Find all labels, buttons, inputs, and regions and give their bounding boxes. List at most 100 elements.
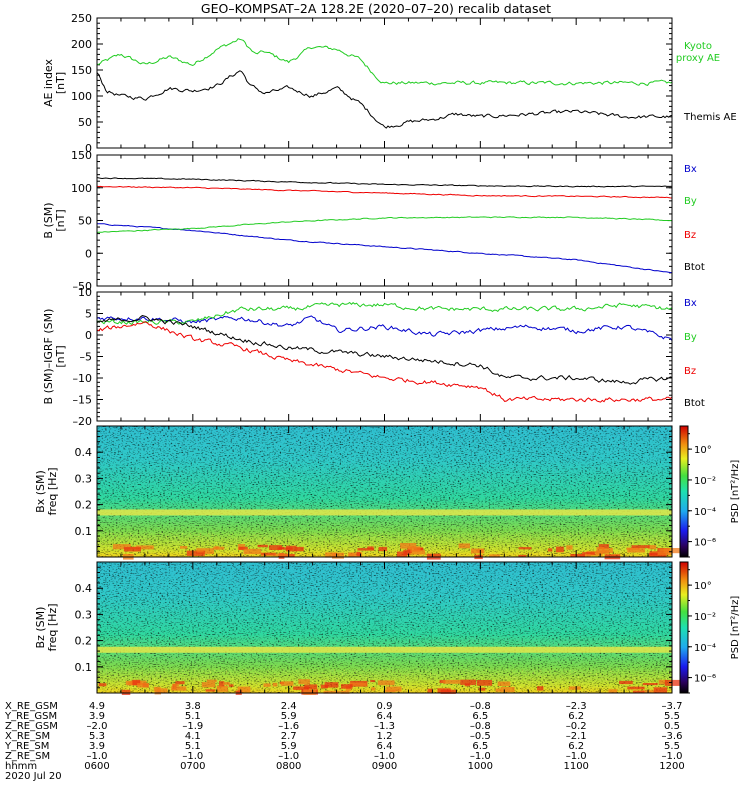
series-line: [96, 216, 673, 234]
legend-entry: Bz: [684, 230, 696, 241]
x-row-value: –2.3: [566, 701, 587, 712]
y-tick-label: 10: [78, 286, 92, 299]
x-row-value: 5.9: [281, 711, 297, 722]
x-row-value: –2.1: [566, 731, 587, 742]
spectrogram-power-cell: [409, 550, 425, 555]
y-tick-label: 0.1: [75, 525, 93, 538]
y-tick-label: 0.1: [75, 661, 93, 674]
colorbar-label: PSD [nT²/Hz]: [730, 596, 741, 660]
spectrogram-power-cell: [378, 546, 388, 552]
y-axis-label: Bz (SM): [34, 607, 47, 649]
legend-entry: Btot: [684, 398, 705, 409]
series-line: [96, 315, 673, 341]
x-row-value: –1.6: [278, 721, 299, 732]
y-tick-label: 0.3: [75, 608, 93, 621]
spectrogram-power-cell: [642, 683, 658, 686]
colorbar-label: PSD [nT²/Hz]: [730, 460, 741, 524]
spectrogram-power-cell: [135, 545, 154, 550]
x-row-label: hhmm: [5, 761, 37, 772]
spectrogram-power-cell: [518, 547, 532, 550]
panel-dB: –20 –15 –10 –5 0 5 10 B (SM)–IGRF (SM) [nT] Bx By B…: [42, 286, 705, 428]
spectrogram-power-cell: [295, 546, 304, 552]
x-row-value: –1.0: [662, 751, 683, 762]
spectrogram-power-cell: [303, 689, 316, 695]
spectral-line: [97, 646, 672, 653]
series-line: [96, 185, 673, 199]
x-row-value: –1.0: [374, 751, 395, 762]
spectrogram-power-cell: [500, 686, 515, 693]
spectrogram-power-cell: [196, 548, 214, 554]
x-row-label: Y_RE_SM: [4, 741, 49, 752]
x-row-value: 6.2: [568, 711, 584, 722]
spectrogram-power-cell: [186, 550, 205, 556]
legend-entry: Btot: [684, 262, 705, 273]
y-tick-label: –10: [73, 372, 93, 385]
x-row-value: 6.5: [472, 741, 488, 752]
x-row-value: 5.5: [664, 711, 680, 722]
y-tick-label: –5: [80, 351, 93, 364]
spectrogram-power-cell: [228, 684, 234, 687]
spectrogram-power-cell: [280, 681, 294, 686]
colorbar-tick-label: 10⁻⁴: [694, 507, 716, 518]
x-row-label: X_RE_SM: [5, 731, 50, 742]
spectrogram-power-cell: [139, 680, 147, 685]
spectrogram-power-cell: [201, 682, 216, 688]
spectrogram-power-cell: [243, 548, 262, 555]
x-row-label: Y_RE_GSM: [4, 711, 57, 722]
x-row-value: 0700: [180, 761, 205, 772]
spectrogram-power-cell: [112, 544, 131, 550]
spectrogram-power-cell: [384, 689, 396, 693]
spectrogram-power-cell: [156, 688, 168, 693]
x-row-value: –1.3: [374, 721, 395, 732]
x-row-value: –1.9: [182, 721, 203, 732]
spectrogram-power-cell: [206, 679, 217, 683]
x-row-label: Z_RE_GSM: [5, 721, 58, 732]
spectrogram-power-cell: [427, 688, 433, 693]
spectrogram-power-cell: [205, 689, 216, 692]
series-line: [96, 70, 673, 129]
y-axis-unit-label: freq [Hz]: [46, 603, 59, 651]
series-line: [96, 321, 673, 403]
x-row-value: 1200: [659, 761, 684, 772]
x-row-value: 5.5: [664, 741, 680, 752]
spectrogram-power-cell: [298, 679, 310, 685]
legend-entry: Themis AE: [683, 112, 737, 123]
x-row-value: 1100: [563, 761, 588, 772]
x-row-value: 6.4: [377, 711, 393, 722]
spectrogram-power-cell: [272, 682, 278, 687]
series-line: [96, 315, 673, 385]
y-tick-label: 50: [78, 116, 92, 129]
spectrogram-power-cell: [332, 552, 344, 559]
series-line: [96, 301, 673, 326]
spectrogram-power-cell: [596, 550, 610, 554]
spectrogram-power-cell: [222, 682, 230, 685]
spectrogram-power-cell: [657, 551, 672, 556]
spectrogram-power-cell: [323, 690, 340, 694]
x-row-value: 0600: [84, 761, 109, 772]
plot-area: [97, 292, 672, 421]
spectrogram-power-cell: [238, 546, 248, 550]
colorbar-tick-label: 10°: [694, 581, 712, 592]
x-row-value: –3.7: [662, 701, 683, 712]
spectrogram-power-cell: [124, 547, 141, 552]
x-row-value: 3.9: [89, 711, 105, 722]
y-tick-label: 0.3: [75, 472, 93, 485]
spectrogram-power-cell: [386, 686, 402, 692]
spectrogram-power-cell: [648, 553, 666, 556]
y-tick-label: 0.4: [75, 582, 93, 595]
y-axis-unit-label: freq [Hz]: [46, 467, 59, 515]
x-row-value: –0.8: [470, 721, 491, 732]
spectrogram-power-cell: [121, 689, 131, 695]
x-row-value: 0.5: [664, 721, 680, 732]
y-tick-label: 50: [78, 215, 92, 228]
x-row-value: –0.2: [566, 721, 587, 732]
x-row-value: 6.5: [472, 711, 488, 722]
x-row-value: 2.4: [281, 701, 297, 712]
colorbar-tick-label: 10⁻⁴: [694, 643, 716, 654]
spectrogram-power-cell: [608, 689, 618, 693]
legend-entry: Bx: [684, 298, 697, 309]
spectrogram-power-cell: [349, 682, 367, 686]
spectrogram-power-cell: [370, 680, 375, 683]
